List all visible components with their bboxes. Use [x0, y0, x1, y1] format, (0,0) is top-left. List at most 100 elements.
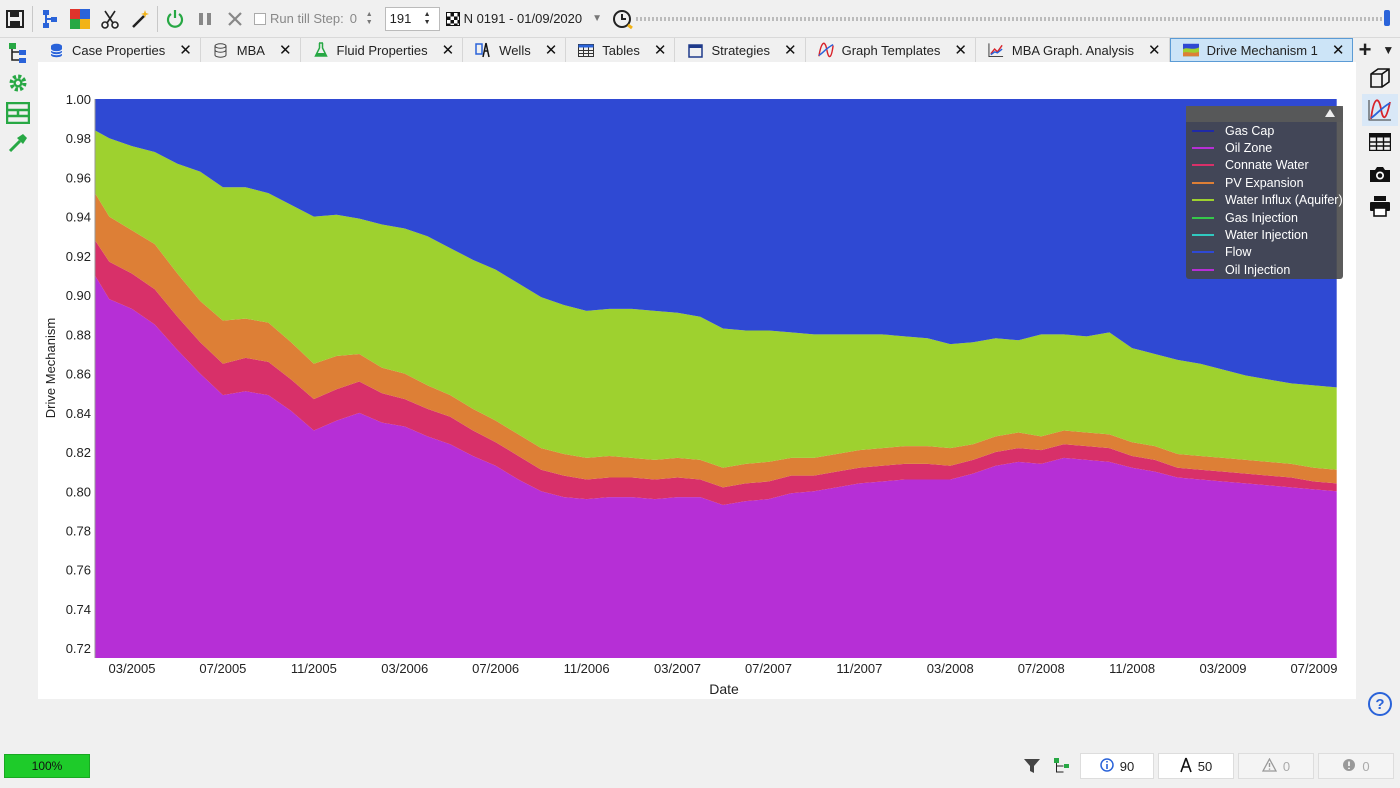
area-oil-zone[interactable] [95, 275, 1337, 658]
step-spinner[interactable]: ▲ ▼ [423, 10, 431, 26]
y-tick-label: 0.76 [66, 563, 91, 578]
y-tick-label: 0.96 [66, 170, 91, 185]
x-tick-label: 11/2007 [836, 661, 882, 676]
scissors-icon[interactable] [95, 4, 125, 34]
printer-icon[interactable] [1362, 190, 1398, 222]
close-icon[interactable]: ✕ [441, 42, 455, 59]
area-gas-cap[interactable] [95, 99, 1337, 388]
components-icon[interactable] [65, 4, 95, 34]
legend-item[interactable]: Connate Water [1186, 157, 1343, 174]
hammer-icon[interactable] [0, 128, 36, 158]
legend-item[interactable]: Flow [1186, 244, 1343, 261]
help-icon[interactable]: ? [1368, 692, 1392, 716]
y-tick-label: 0.86 [66, 367, 91, 382]
wells-counter[interactable]: 50 [1158, 753, 1234, 779]
tab-fluid-properties[interactable]: Fluid Properties ✕ [301, 38, 464, 62]
legend-item[interactable]: Oil Injection [1186, 261, 1343, 278]
timeline-thumb[interactable] [1384, 10, 1390, 26]
legend-item[interactable]: Water Influx (Aquifer) [1186, 192, 1343, 209]
x-tick-label: 11/2006 [564, 661, 610, 676]
area-water-influx-aquifer-[interactable] [95, 130, 1337, 470]
legend-item[interactable]: Oil Zone [1186, 139, 1343, 156]
tab-wells[interactable]: Wells ✕ [463, 38, 567, 62]
y-tick-label: 0.80 [66, 484, 91, 499]
close-icon[interactable]: ✕ [278, 42, 292, 59]
hierarchy-icon[interactable] [0, 38, 36, 68]
collapse-triangle-icon[interactable] [1325, 109, 1335, 117]
chevron-down-icon[interactable]: ▼ [592, 13, 603, 24]
tab-graph-templates[interactable]: Graph Templates ✕ [806, 38, 976, 62]
x-tick-label: 07/2006 [472, 661, 519, 676]
tab-drive-mechanism-1[interactable]: Drive Mechanism 1 ✕ [1169, 38, 1354, 62]
error-icon [1342, 758, 1356, 775]
timestep-select-value: N 0191 - 01/09/2020 [463, 11, 583, 26]
y-tick-label: 0.90 [66, 288, 91, 303]
close-icon[interactable]: ✕ [653, 42, 667, 59]
close-icon[interactable]: ✕ [954, 42, 967, 59]
add-tab-button[interactable]: + [1358, 37, 1372, 62]
checkered-flag-icon [445, 11, 460, 26]
status-bar: 100% 90 50 0 0 [0, 745, 1400, 788]
step-value[interactable]: 191 [389, 11, 412, 26]
clock-icon[interactable] [608, 4, 638, 34]
close-icon[interactable]: ✕ [179, 42, 192, 59]
y-tick-label: 0.88 [66, 327, 91, 342]
chart-legend[interactable]: Gas Cap Oil Zone Connate Water PV Expansion… [1186, 106, 1343, 279]
document-tabs: Case Properties ✕ MBA ✕ Fluid Properties… [36, 37, 1400, 62]
tab-strategies[interactable]: Strategies ✕ [675, 38, 806, 62]
stop-icon[interactable] [220, 4, 250, 34]
close-icon[interactable]: ✕ [544, 42, 558, 59]
close-icon[interactable]: ✕ [784, 42, 797, 59]
legend-item[interactable]: Water Injection [1186, 226, 1343, 243]
save-icon[interactable] [0, 4, 30, 34]
calendar-icon [687, 42, 703, 58]
legend-label: Flow [1225, 245, 1252, 260]
close-icon[interactable]: ✕ [1148, 42, 1161, 59]
layout-icon[interactable] [0, 98, 36, 128]
tree-check-icon[interactable] [1048, 753, 1076, 779]
legend-item[interactable]: Gas Injection [1186, 209, 1343, 226]
warning-icon [1261, 757, 1277, 775]
area-pv-expansion[interactable] [95, 193, 1337, 488]
magic-wand-icon[interactable] [125, 4, 155, 34]
camera-icon[interactable] [1362, 158, 1398, 190]
tab-case-properties[interactable]: Case Properties ✕ [36, 38, 201, 62]
x-tick-label: 07/2008 [1018, 661, 1065, 676]
timestep-select[interactable]: N 0191 - 01/09/2020 ▼ [445, 7, 603, 31]
errors-counter[interactable]: 0 [1318, 753, 1394, 779]
model-tree-icon[interactable] [35, 4, 65, 34]
pause-icon[interactable] [190, 4, 220, 34]
legend-swatch [1192, 129, 1214, 132]
tab-tables[interactable]: Tables ✕ [566, 38, 676, 62]
legend-item[interactable]: Gas Cap [1186, 122, 1343, 139]
timeline-track[interactable] [636, 17, 1392, 21]
run-till-value[interactable]: 0 [349, 11, 357, 26]
cube-icon[interactable] [1362, 62, 1398, 94]
gear-icon[interactable] [0, 68, 36, 98]
timeline-slider[interactable] [636, 10, 1392, 26]
legend-item[interactable]: PV Expansion [1186, 174, 1343, 191]
tab-label: Graph Templates [841, 42, 941, 58]
close-icon[interactable]: ✕ [1331, 42, 1345, 59]
table-icon[interactable] [1362, 126, 1398, 158]
chart-canvas[interactable]: 1.00 0.98 0.96 0.94 0.92 0.90 0.88 0.86 0.84 0.82… [38, 62, 1356, 699]
warnings-counter[interactable]: 0 [1238, 753, 1314, 779]
power-icon[interactable] [160, 4, 190, 34]
run-till-spinner[interactable]: ▲ ▼ [365, 10, 373, 26]
filter-icon[interactable] [1018, 753, 1046, 779]
run-till-checkbox[interactable] [254, 12, 266, 25]
legend-label: Oil Zone [1225, 141, 1273, 156]
info-counter[interactable]: 90 [1080, 753, 1154, 779]
legend-label: Oil Injection [1225, 262, 1291, 277]
tab-mba-graph-analysis[interactable]: MBA Graph. Analysis ✕ [976, 38, 1170, 62]
legend-label: Water Influx (Aquifer) [1225, 193, 1343, 208]
tab-label: Strategies [711, 42, 770, 58]
tab-mba[interactable]: MBA ✕ [201, 38, 301, 62]
x-tick-label: 03/2009 [1200, 661, 1247, 676]
tab-list-chevron-icon[interactable]: ▼ [1382, 43, 1395, 57]
curve-icon[interactable] [1362, 94, 1398, 126]
y-tick-label: 0.74 [66, 602, 91, 617]
left-sidebar [0, 38, 36, 158]
step-input[interactable]: 191 ▲ ▼ [384, 6, 440, 31]
area-connate-water[interactable] [95, 240, 1337, 506]
